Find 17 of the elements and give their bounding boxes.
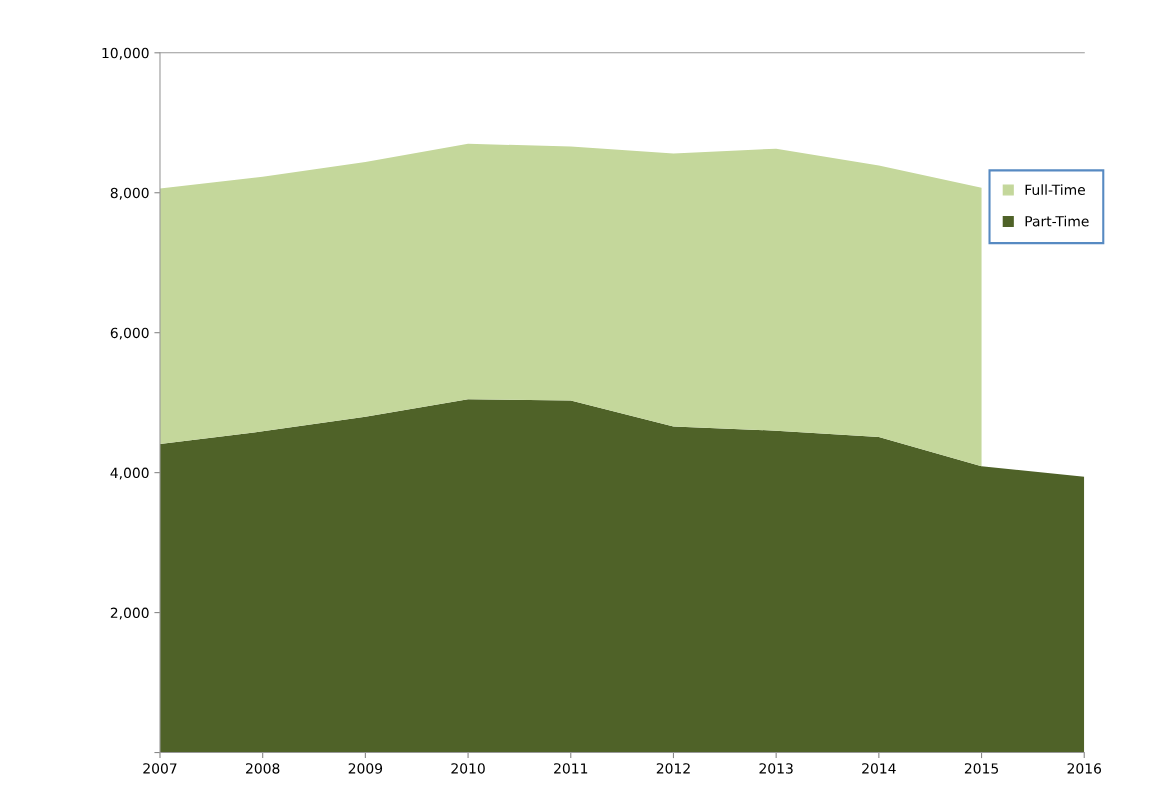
x-tick-label: 2012 [656, 763, 690, 774]
y-tick-label: 6,000 [110, 327, 149, 340]
x-tick-label: 2009 [348, 763, 383, 774]
y-tick-label: 4,000 [110, 467, 149, 480]
x-tick-label: 2010 [451, 763, 485, 774]
x-tick-label: 2011 [554, 763, 588, 774]
y-tick-label: 10,000 [102, 47, 149, 60]
y-tick-label: 8,000 [110, 187, 149, 200]
x-tick-label: 2016 [1067, 763, 1102, 774]
x-tick-label: 2013 [759, 763, 793, 774]
legend-label: Part-Time [1025, 215, 1089, 227]
x-tick-label: 2014 [862, 763, 896, 774]
y-tick-label: 2,000 [110, 607, 149, 620]
x-tick-label: 2007 [143, 763, 177, 774]
x-tick-label: 2008 [246, 763, 280, 774]
legend-label: Full-Time [1025, 184, 1085, 196]
x-tick-label: 2015 [964, 763, 999, 774]
